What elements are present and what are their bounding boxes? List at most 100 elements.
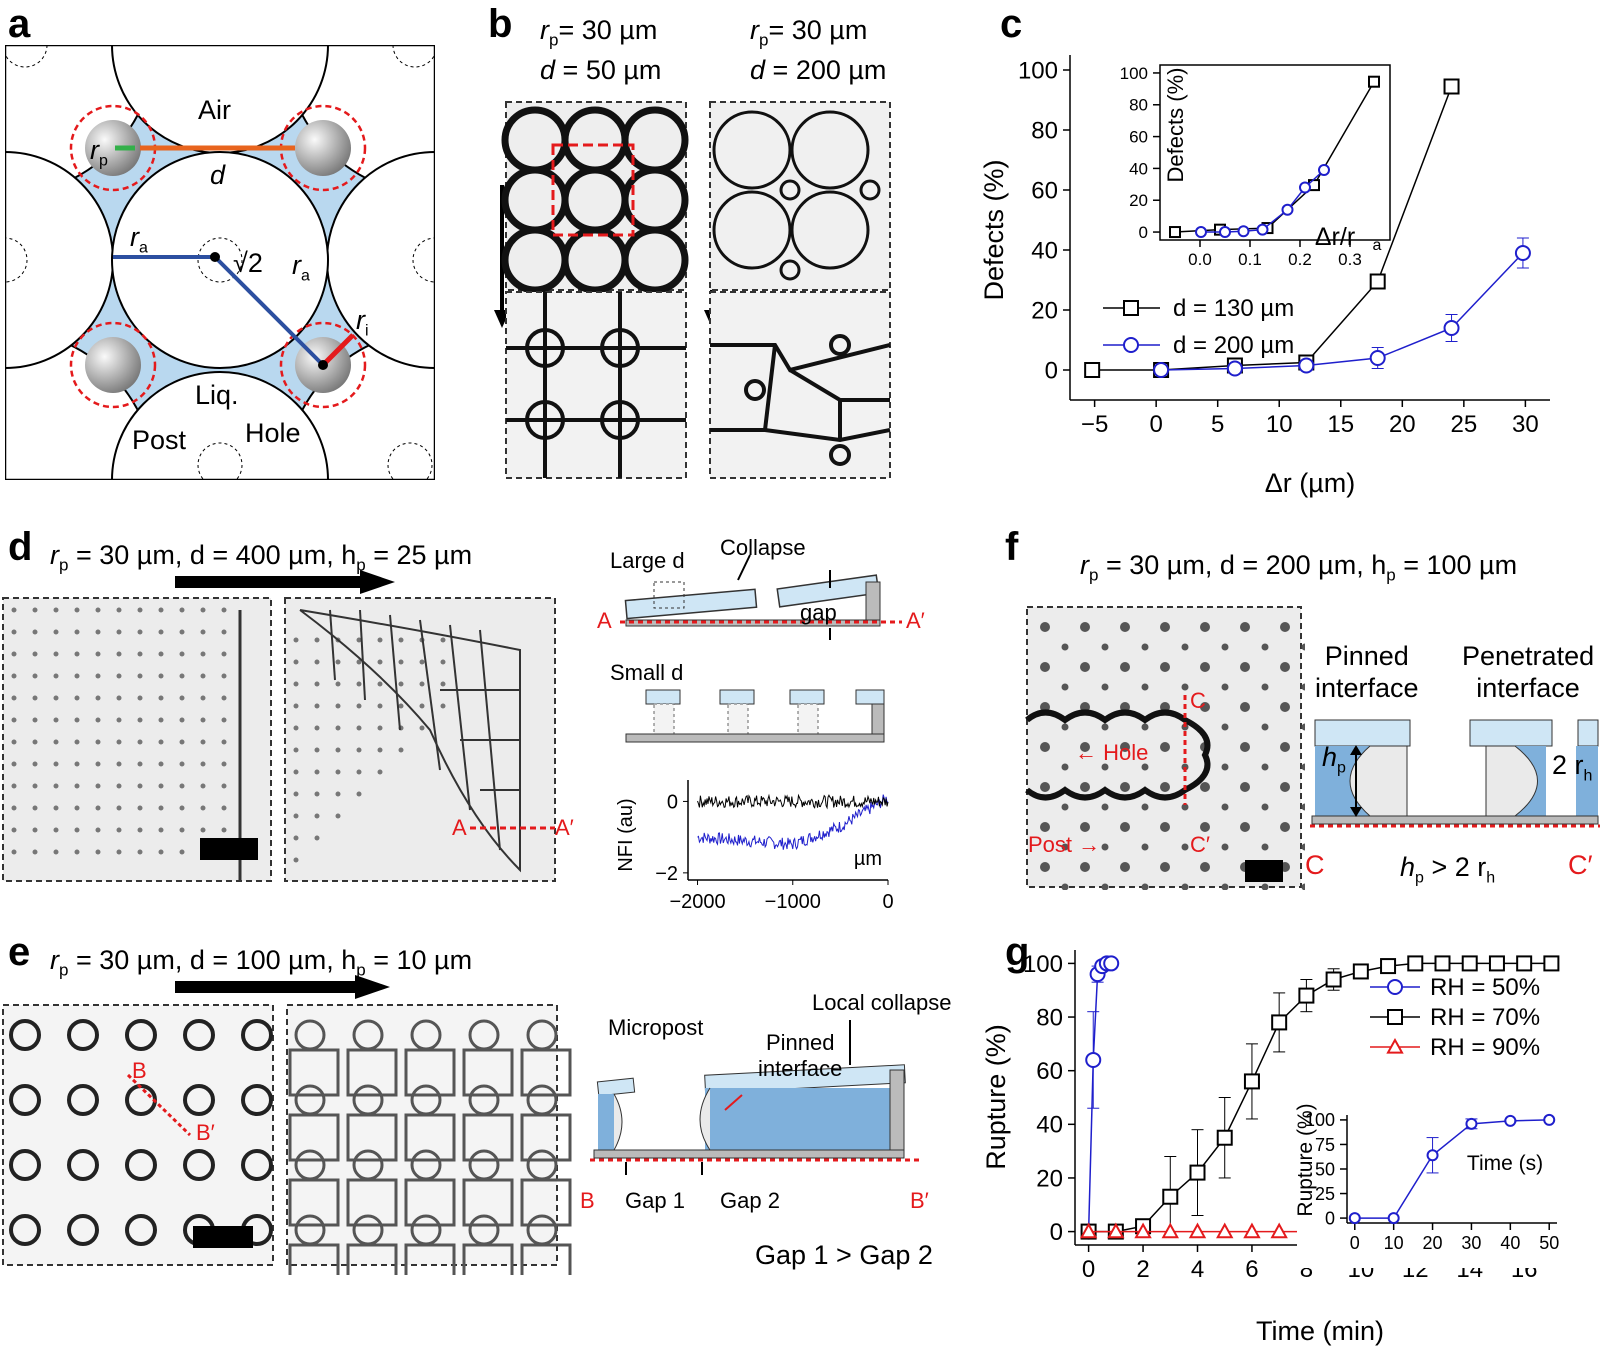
post-dot xyxy=(1280,822,1290,832)
g-point xyxy=(1461,955,1478,972)
pillar-dot xyxy=(440,659,446,665)
hole-dot xyxy=(1221,723,1229,731)
pillar-dot xyxy=(158,673,164,679)
pillar-dot xyxy=(116,607,122,613)
cell-wall xyxy=(404,1113,456,1162)
g-series-0 xyxy=(1080,955,1120,1240)
hole-dot xyxy=(1101,683,1109,691)
g-point xyxy=(1325,971,1342,988)
g_inset-xtick-label: 30 xyxy=(1461,1233,1481,1253)
c_inset-ytick-label: 40 xyxy=(1129,159,1148,178)
post-dot xyxy=(1080,622,1090,632)
pillar-dot xyxy=(95,717,101,723)
pillar-dot xyxy=(356,681,362,687)
pillar-dot xyxy=(419,703,425,709)
g-xtick-label: 6 xyxy=(1245,1256,1258,1283)
g-ytick-label: 0 xyxy=(1050,1219,1063,1246)
c_inset-ytick-label: 0 xyxy=(1139,223,1148,242)
c-point xyxy=(1298,357,1315,374)
d-label-A: A xyxy=(597,608,612,633)
pillar-dot xyxy=(221,739,227,745)
nfi-ylabel: NFI (au) xyxy=(615,798,637,871)
hole-dot xyxy=(1181,803,1189,811)
cell-wall xyxy=(520,1178,572,1227)
g-legend-marker xyxy=(1387,979,1403,995)
chart-nfi: 0 −2 −2000 −1000 0 NFI (au) µm xyxy=(615,780,894,913)
c_inset-xtick-label: 0.2 xyxy=(1288,250,1312,269)
post-dot xyxy=(1040,742,1050,752)
c-point xyxy=(1443,78,1460,95)
post-ring xyxy=(67,1149,99,1181)
g-point xyxy=(1270,1222,1288,1239)
c-legend-marker xyxy=(1123,300,1139,316)
pillar-dot xyxy=(11,673,17,679)
post-dot xyxy=(1080,742,1090,752)
pillar-dot xyxy=(377,681,383,687)
pillar-dot xyxy=(32,717,38,723)
pillar-dot xyxy=(314,703,320,709)
hole-dot xyxy=(1221,843,1229,851)
pillar-dot xyxy=(293,769,299,775)
g-legend-label: RH = 70% xyxy=(1430,1004,1540,1031)
post-dot xyxy=(1280,742,1290,752)
hole-dot xyxy=(1301,683,1305,691)
f-post: Post → xyxy=(1028,832,1101,857)
micrograph-d xyxy=(2,570,556,882)
pillar-dot xyxy=(158,739,164,745)
pillar-dot xyxy=(32,827,38,833)
panel-letter-b: b xyxy=(488,2,513,46)
c-point xyxy=(1443,320,1460,336)
pillar-dot xyxy=(398,659,404,665)
post-ring xyxy=(67,1084,99,1116)
pillar-dot xyxy=(179,827,185,833)
f-pinned-interface: Pinned interface xyxy=(1315,641,1419,703)
e-label-B-img: B xyxy=(132,1058,147,1083)
c-xtick-label: 0 xyxy=(1149,411,1162,438)
label-sqrt2: √2 xyxy=(233,248,263,278)
pillar-dot xyxy=(11,717,17,723)
c_inset-ytick-label: 60 xyxy=(1129,128,1148,147)
c-ytick-label: 0 xyxy=(1045,357,1058,384)
pillar-dot xyxy=(221,783,227,789)
pillar-dot xyxy=(158,827,164,833)
pillar-dot xyxy=(314,725,320,731)
post-dot xyxy=(1120,662,1130,672)
c-legend: d = 130 µm d = 200 µm xyxy=(1103,295,1294,359)
pillar-dot xyxy=(116,629,122,635)
pillar-dot xyxy=(335,681,341,687)
c-point xyxy=(1369,273,1386,290)
g-legend-label: RH = 90% xyxy=(1430,1034,1540,1061)
c-ytick-label: 40 xyxy=(1031,237,1058,264)
post-dot xyxy=(1040,662,1050,672)
post-dot xyxy=(1040,622,1050,632)
pillar-dot xyxy=(440,637,446,643)
d-caption: rp = 30 µm, d = 400 µm, hp = 25 µm xyxy=(50,540,473,575)
pillar-dot xyxy=(293,813,299,819)
post-ring xyxy=(125,1149,157,1181)
pillar-dot xyxy=(137,651,143,657)
pillar-dot xyxy=(419,725,425,731)
pillar-dot xyxy=(53,607,59,613)
post-dot xyxy=(1240,702,1250,712)
c-xtick-label: 25 xyxy=(1450,411,1477,438)
schematic-e xyxy=(590,1020,920,1175)
post-dot xyxy=(1040,862,1050,872)
pillar-dot xyxy=(158,783,164,789)
g_inset-xtick-label: 20 xyxy=(1423,1233,1443,1253)
hole-dot xyxy=(1061,763,1069,771)
hole-dot xyxy=(1061,723,1069,731)
post-ring xyxy=(67,1019,99,1051)
pillar-dot xyxy=(356,747,362,753)
post-ring xyxy=(183,1149,215,1181)
g_inset-point xyxy=(1348,1212,1361,1225)
schematic-a xyxy=(5,45,435,480)
c-ylabel: Defects (%) xyxy=(979,159,1009,300)
pillar-dot xyxy=(95,805,101,811)
post-dot xyxy=(1120,782,1130,792)
pillar-dot xyxy=(137,629,143,635)
pillar-dot xyxy=(221,607,227,613)
c_inset-point xyxy=(1256,223,1269,236)
pillar-dot xyxy=(398,703,404,709)
pillar-dot xyxy=(335,791,341,797)
post-dot xyxy=(1120,822,1130,832)
